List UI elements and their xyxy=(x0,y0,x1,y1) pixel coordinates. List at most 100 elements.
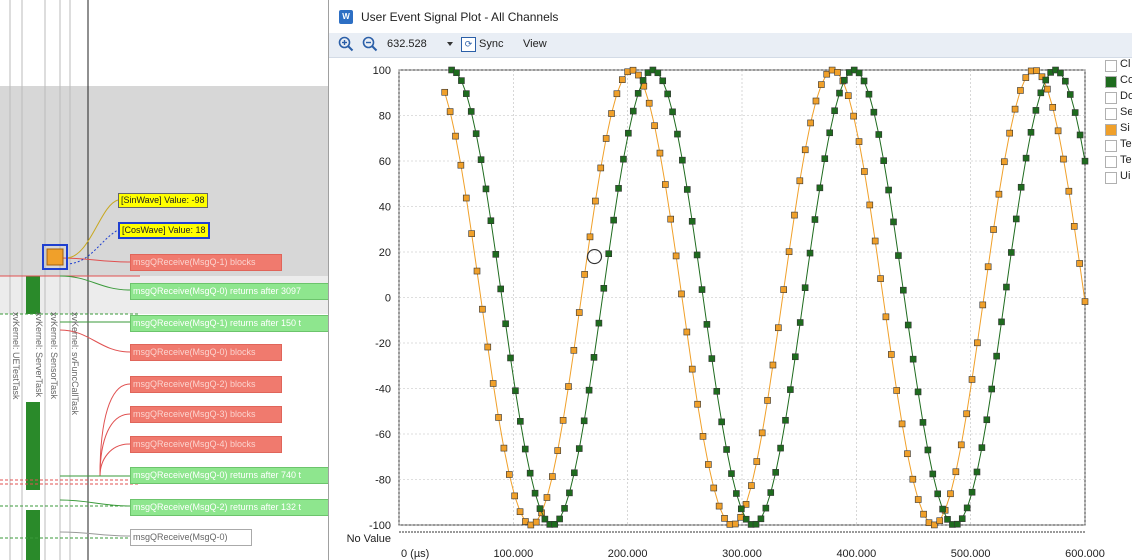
view-menu[interactable]: View xyxy=(523,38,547,50)
data-point-coswave xyxy=(806,249,814,257)
data-point-coswave xyxy=(693,251,701,259)
legend-label: Te xyxy=(1120,138,1132,150)
data-point-sinwave xyxy=(543,494,551,501)
task-label[interactable]: xvKernel: ServerTask xyxy=(34,312,44,398)
legend-swatch[interactable] xyxy=(1105,172,1117,184)
legend-swatch[interactable] xyxy=(1105,92,1117,104)
zoom-in-icon[interactable] xyxy=(337,36,355,54)
x-tick-label: 200.000 xyxy=(608,548,648,560)
data-point-coswave xyxy=(826,129,833,137)
data-point-sinwave xyxy=(812,97,820,105)
data-point-coswave xyxy=(939,505,946,513)
data-point-coswave xyxy=(600,285,608,292)
event-label[interactable]: msgQReceive(MsgQ-2) returns after 132 t xyxy=(130,499,328,516)
data-point-sinwave xyxy=(834,69,841,76)
data-point-sinwave xyxy=(737,513,744,521)
data-point-sinwave xyxy=(1060,155,1067,163)
data-point-coswave xyxy=(1037,89,1045,97)
event-label[interactable]: msgQReceive(MsgQ-0) returns after 3097 xyxy=(130,283,328,300)
event-label[interactable]: msgQReceive(MsgQ-2) blocks xyxy=(130,376,282,393)
data-point-coswave xyxy=(860,77,868,85)
data-point-coswave xyxy=(1076,131,1084,139)
legend-item[interactable]: Te xyxy=(1103,138,1132,154)
data-point-sinwave xyxy=(694,400,701,408)
task-exec-block xyxy=(26,510,40,560)
task-label[interactable]: xvKernel: UETestTask xyxy=(11,312,21,400)
task-label[interactable]: xvKernel: svFuncCallTask xyxy=(70,312,80,416)
data-point-sinwave xyxy=(715,502,723,510)
task-label[interactable]: xvKernel: SensorTask xyxy=(49,312,59,400)
event-label[interactable]: msgQReceive(MsgQ-3) blocks xyxy=(130,406,282,423)
data-point-sinwave xyxy=(807,119,814,127)
data-point-coswave xyxy=(1032,107,1040,114)
signal-plot-chart[interactable]: 100 80 60 40 20 0 -20 -40 -60 -80 -100 0 (µs) 100.00… xyxy=(329,57,1105,560)
data-point-sinwave xyxy=(1076,260,1083,267)
data-point-coswave xyxy=(625,129,632,137)
legend-swatch[interactable] xyxy=(1105,124,1117,136)
legend-item[interactable]: Se xyxy=(1103,106,1132,122)
data-point-sinwave xyxy=(866,201,874,209)
data-point-coswave xyxy=(757,515,765,523)
data-point-sinwave xyxy=(710,484,718,492)
plot-area xyxy=(398,69,1086,526)
legend-swatch[interactable] xyxy=(1105,76,1117,88)
data-point-sinwave xyxy=(662,181,669,188)
sync-button[interactable]: Sync xyxy=(479,38,504,50)
data-point-coswave xyxy=(934,490,941,498)
selected-point-marker xyxy=(586,248,603,265)
data-point-sinwave xyxy=(968,376,976,383)
legend-swatch[interactable] xyxy=(1105,60,1117,72)
data-point-coswave xyxy=(463,90,470,97)
data-point-sinwave xyxy=(1006,129,1013,137)
data-point-coswave xyxy=(590,354,598,361)
event-label[interactable]: msgQReceive(MsgQ-4) blocks xyxy=(130,436,282,453)
event-label[interactable]: msgQReceive(MsgQ-1) returns after 150 t xyxy=(130,315,328,332)
data-point-coswave xyxy=(919,419,927,426)
data-point-sinwave xyxy=(592,197,599,205)
data-point-sinwave xyxy=(871,237,879,245)
data-point-sinwave xyxy=(1070,223,1078,230)
legend-item[interactable]: Te xyxy=(1103,154,1132,170)
data-point-sinwave xyxy=(468,230,475,237)
plot-toolbar: ⟳ Sync View xyxy=(329,33,1132,58)
legend-swatch[interactable] xyxy=(1105,156,1117,168)
data-point-coswave xyxy=(531,489,539,497)
legend-item[interactable]: Cl xyxy=(1103,58,1132,74)
timeline-panel[interactable]: [SinWave] Value: -98 [CosWave] Value: 18… xyxy=(0,0,328,560)
event-label[interactable]: msgQReceive(MsgQ-0) returns after 740 t xyxy=(130,467,328,484)
x-tick-label: 500.000 xyxy=(951,548,991,560)
legend-item[interactable]: Do xyxy=(1103,90,1132,106)
window-title: User Event Signal Plot - All Channels xyxy=(361,10,559,24)
y-tick-label: 80 xyxy=(379,111,391,123)
data-point-coswave xyxy=(1008,249,1015,256)
legend-item[interactable]: Ui xyxy=(1103,170,1132,186)
data-point-sinwave xyxy=(850,112,857,120)
zoom-level-input[interactable] xyxy=(387,36,443,52)
coswave-value-label[interactable]: [CosWave] Value: 18 xyxy=(118,222,210,239)
data-point-coswave xyxy=(742,515,750,523)
data-point-coswave xyxy=(575,445,583,452)
data-point-coswave xyxy=(787,386,794,393)
data-point-coswave xyxy=(585,386,593,394)
data-point-sinwave xyxy=(699,433,707,440)
sync-icon[interactable]: ⟳ xyxy=(461,37,476,52)
data-point-coswave xyxy=(762,504,770,512)
legend-swatch[interactable] xyxy=(1105,140,1117,152)
legend-item[interactable]: Co xyxy=(1103,74,1132,90)
window-titlebar[interactable]: W User Event Signal Plot - All Channels xyxy=(329,0,1132,33)
sinwave-value-label[interactable]: [SinWave] Value: -98 xyxy=(118,193,208,208)
legend-item[interactable]: Si xyxy=(1103,122,1132,138)
data-point-sinwave xyxy=(532,518,540,526)
legend-swatch[interactable] xyxy=(1105,108,1117,120)
data-point-coswave xyxy=(890,218,897,226)
zoom-out-icon[interactable] xyxy=(361,36,379,54)
data-point-sinwave xyxy=(1065,187,1073,195)
data-point-coswave xyxy=(507,354,514,362)
data-point-coswave xyxy=(733,490,740,497)
zoom-dropdown-chevron-icon[interactable] xyxy=(447,42,453,46)
event-label[interactable]: msgQReceive(MsgQ-1) blocks xyxy=(130,254,282,271)
data-point-coswave xyxy=(993,352,1000,360)
event-label[interactable]: msgQReceive(MsgQ-0) blocks xyxy=(130,344,282,361)
data-point-coswave xyxy=(821,155,829,162)
event-label[interactable]: msgQReceive(MsgQ-0) xyxy=(130,529,252,546)
